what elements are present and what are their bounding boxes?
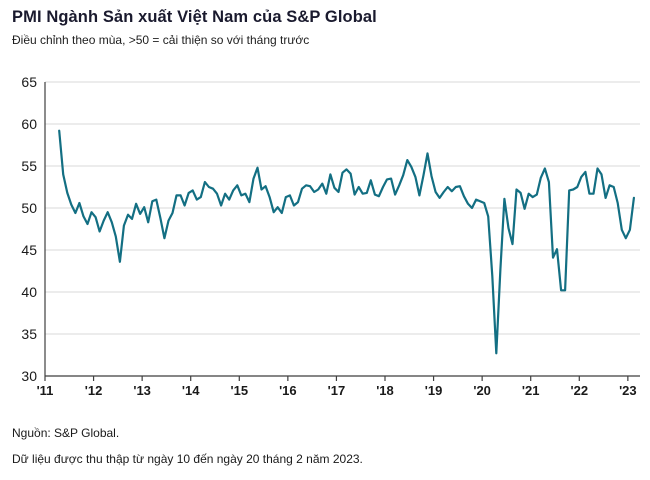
- y-tick-label: 50: [21, 200, 37, 216]
- y-tick-label: 45: [21, 242, 37, 258]
- pmi-line-chart: 30 35 40 45 50 55 60 65 '11 '12 '13 '14 '15 '16 '17 '18…: [21, 74, 640, 398]
- x-tick-label: '22: [571, 383, 589, 398]
- y-tick-label: 35: [21, 326, 37, 342]
- collection-note: Dữ liệu được thu thập từ ngày 10 đến ngà…: [12, 452, 363, 466]
- x-tick-label: '19: [425, 383, 443, 398]
- x-tick-label: '17: [328, 383, 346, 398]
- x-tick-label: '11: [37, 383, 54, 398]
- y-tick-label: 40: [21, 284, 37, 300]
- x-tick-label: '18: [376, 383, 394, 398]
- x-tick-label: '20: [473, 383, 491, 398]
- x-tick-label: '15: [231, 383, 249, 398]
- y-tick-label: 65: [21, 74, 37, 90]
- y-tick-label: 60: [21, 116, 37, 132]
- chart-subtitle: Điều chỉnh theo mùa, >50 = cải thiện so …: [12, 33, 310, 47]
- y-tick-label: 30: [21, 368, 37, 384]
- source-note: Nguồn: S&P Global.: [12, 426, 120, 440]
- page-title: PMI Ngành Sản xuất Việt Nam của S&P Glob…: [12, 8, 377, 26]
- x-tick-label: '13: [133, 383, 151, 398]
- y-tick-label: 55: [21, 158, 37, 174]
- pmi-series-line: [58, 129, 636, 355]
- x-tick-label: '16: [279, 383, 297, 398]
- x-tick-label: '21: [522, 383, 540, 398]
- x-tick-label: '12: [85, 383, 103, 398]
- x-tick-label: '23: [619, 383, 637, 398]
- x-tick-label: '14: [182, 383, 200, 398]
